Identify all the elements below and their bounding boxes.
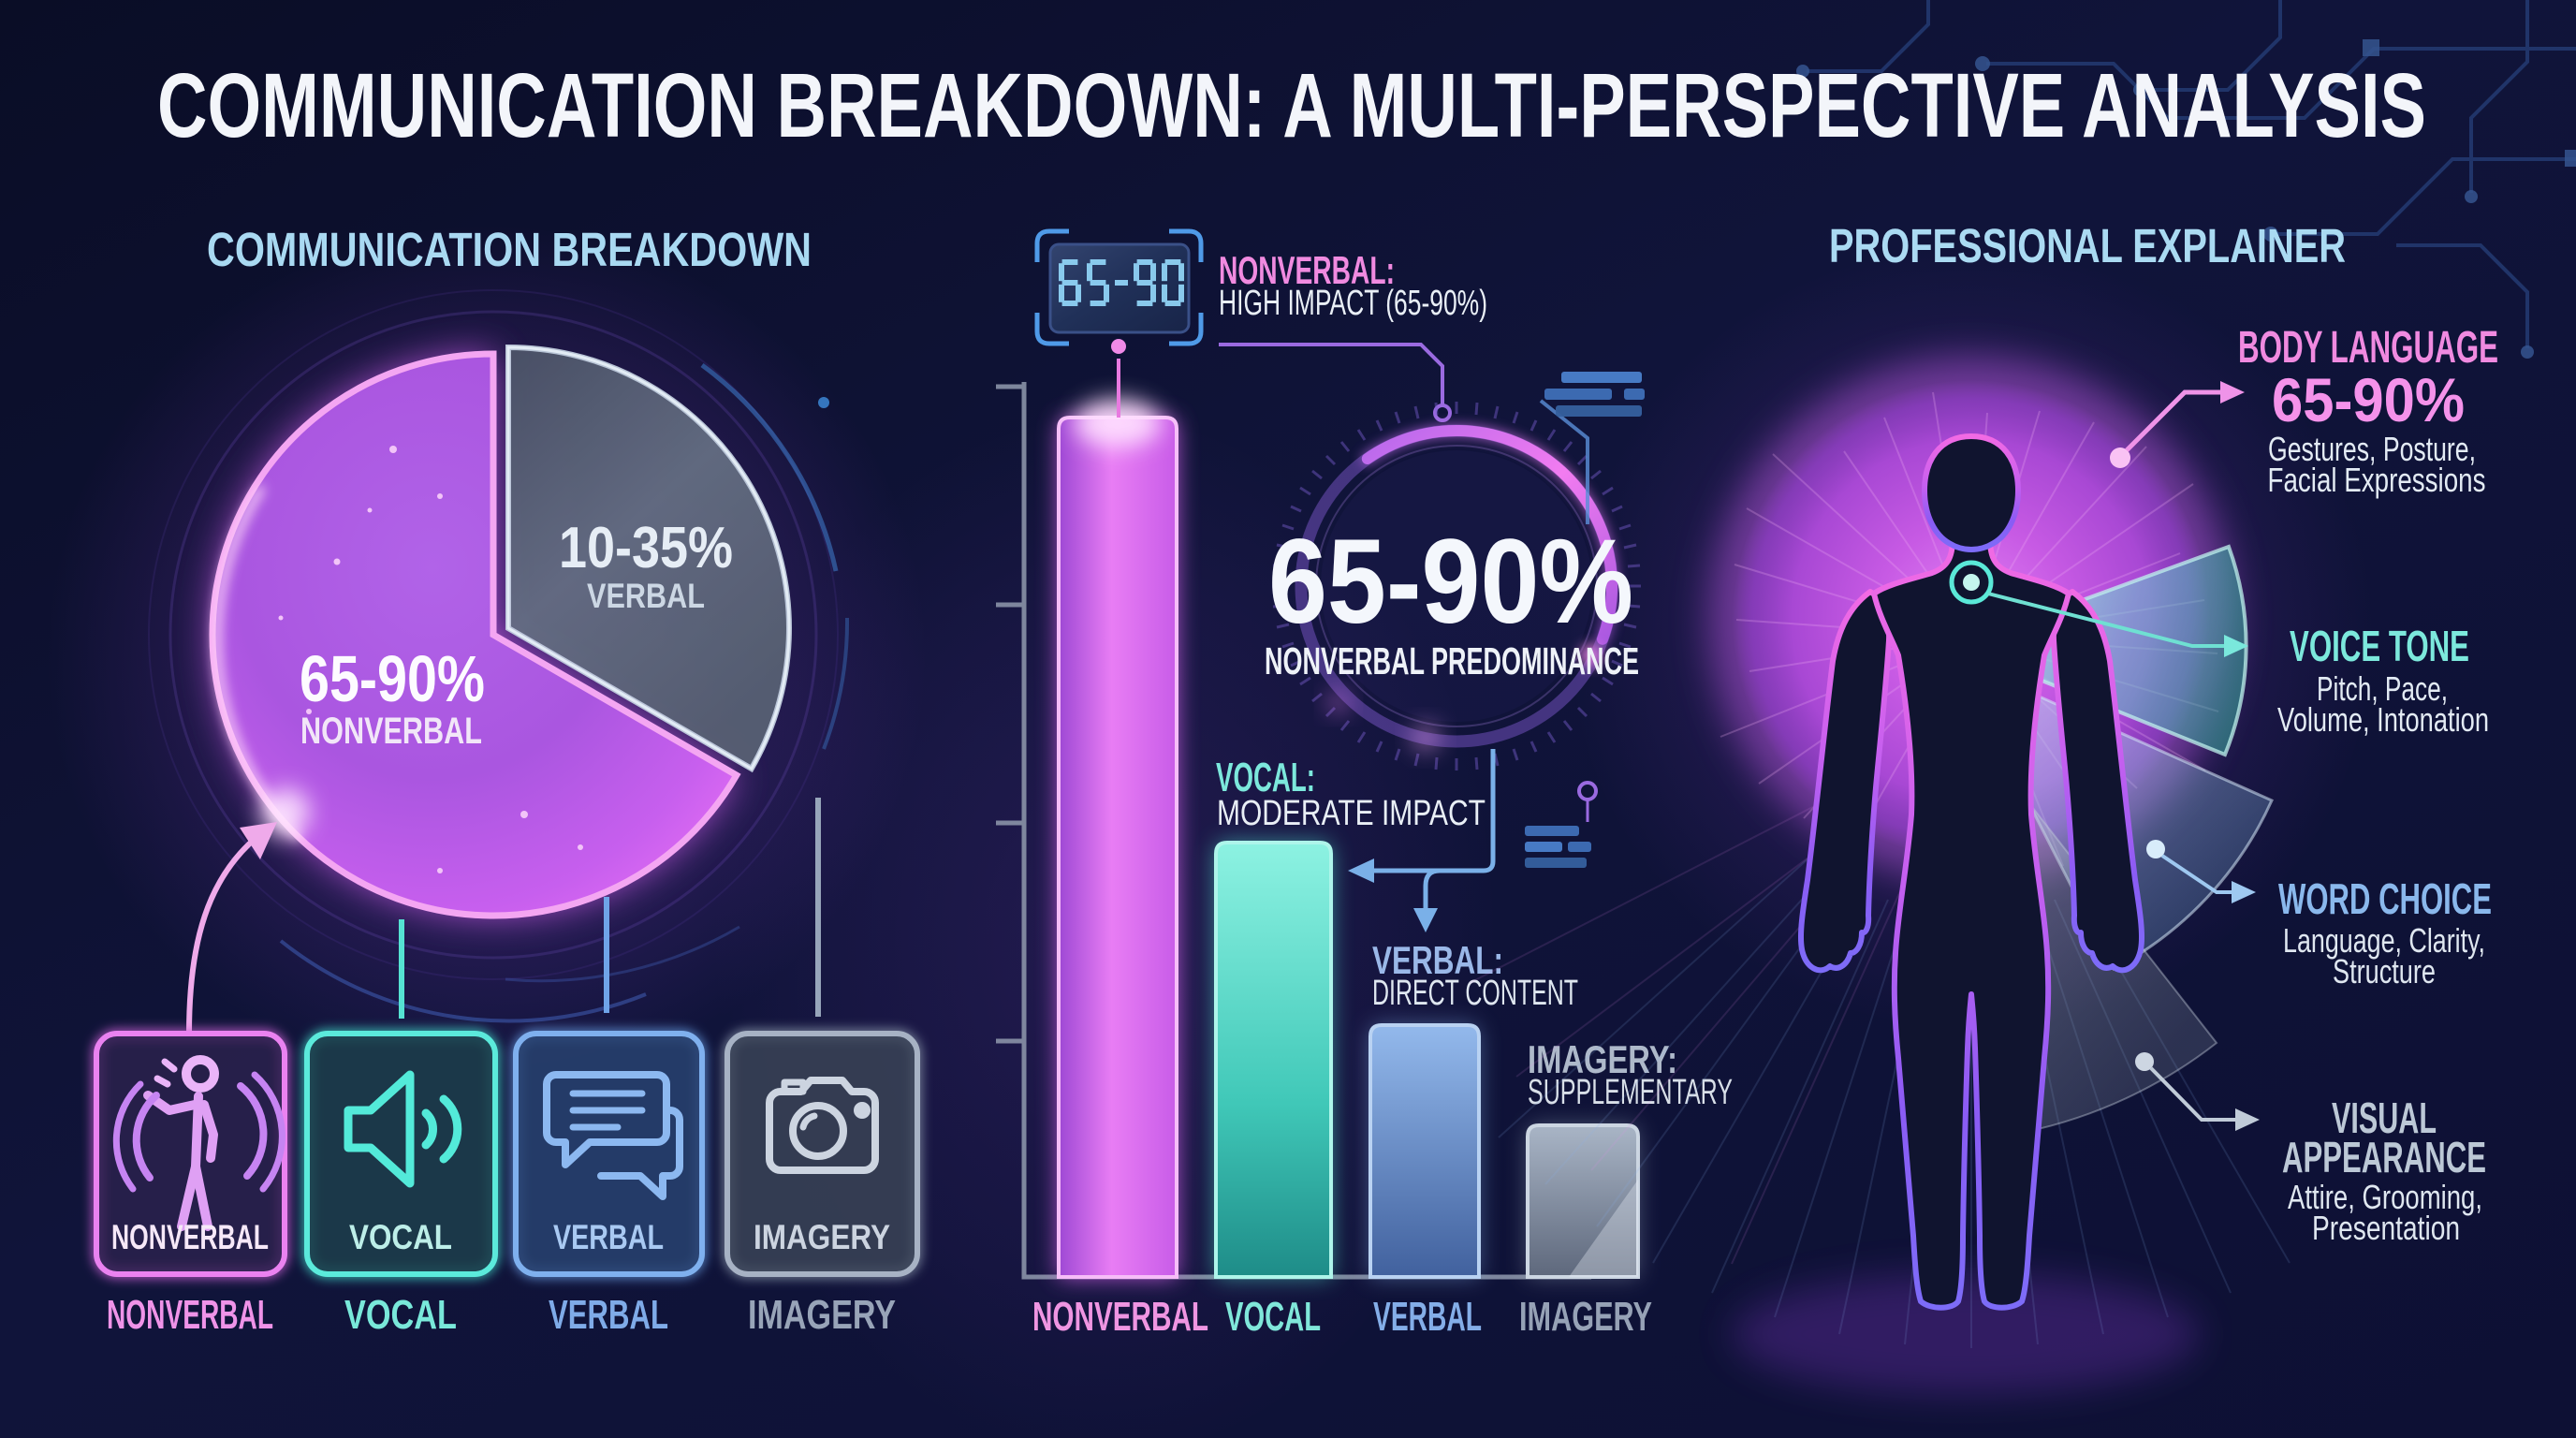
svg-text:MODERATE IMPACT: MODERATE IMPACT [1217, 794, 1486, 833]
svg-text:VOCAL: VOCAL [344, 1292, 457, 1338]
svg-text:VERBAL: VERBAL [549, 1292, 668, 1338]
svg-text:BODY LANGUAGE: BODY LANGUAGE [2238, 323, 2498, 373]
svg-text:VISUAL: VISUAL [2332, 1093, 2437, 1142]
svg-text:NONVERBAL: NONVERBAL [107, 1292, 273, 1338]
svg-text:Structure: Structure [2333, 952, 2436, 990]
svg-text:10-35%: 10-35% [559, 516, 733, 580]
svg-text:HIGH IMPACT (65-90%): HIGH IMPACT (65-90%) [1219, 284, 1487, 323]
svg-text:NONVERBAL: NONVERBAL [1032, 1294, 1208, 1340]
svg-text:NONVERBAL PREDOMINANCE: NONVERBAL PREDOMINANCE [1265, 639, 1639, 682]
svg-text:DIRECT CONTENT: DIRECT CONTENT [1372, 974, 1578, 1013]
svg-text:IMAGERY:: IMAGERY: [1528, 1037, 1677, 1081]
svg-text:IMAGERY: IMAGERY [754, 1218, 890, 1256]
svg-text:VOCAL: VOCAL [1225, 1294, 1321, 1340]
svg-text:PROFESSIONAL EXPLAINER: PROFESSIONAL EXPLAINER [1829, 219, 2346, 272]
svg-text:IMAGERY: IMAGERY [1519, 1294, 1652, 1340]
svg-text:IMAGERY: IMAGERY [748, 1292, 896, 1338]
svg-text:Facial Expressions: Facial Expressions [2268, 461, 2486, 499]
svg-text:VOCAL:: VOCAL: [1216, 755, 1315, 800]
svg-text:SUPPLEMENTARY: SUPPLEMENTARY [1528, 1073, 1733, 1112]
svg-text:Gestures, Posture,: Gestures, Posture, [2268, 430, 2476, 468]
svg-text:VERBAL:: VERBAL: [1372, 938, 1503, 982]
svg-text:65-90%: 65-90% [1268, 515, 1633, 649]
svg-text:NONVERBAL: NONVERBAL [300, 711, 482, 752]
svg-text:VOICE TONE: VOICE TONE [2290, 622, 2469, 670]
svg-text:COMMUNICATION BREAKDOWN: A MUL: COMMUNICATION BREAKDOWN: A MULTI-PERSPEC… [157, 54, 2426, 156]
svg-text:NONVERBAL: NONVERBAL [111, 1218, 269, 1256]
svg-text:Pitch, Pace,: Pitch, Pace, [2317, 669, 2448, 708]
svg-text:WORD CHOICE: WORD CHOICE [2278, 874, 2492, 923]
svg-text:Volume, Intonation: Volume, Intonation [2277, 700, 2489, 739]
svg-text:NONVERBAL:: NONVERBAL: [1219, 248, 1395, 292]
svg-text:VOCAL: VOCAL [349, 1218, 452, 1256]
svg-text:65-90%: 65-90% [2272, 365, 2465, 434]
svg-text:VERBAL: VERBAL [553, 1218, 664, 1256]
svg-text:APPEARANCE: APPEARANCE [2282, 1133, 2486, 1181]
svg-text:VERBAL: VERBAL [587, 577, 705, 615]
svg-text:65-90%: 65-90% [300, 642, 485, 715]
svg-text:VERBAL: VERBAL [1373, 1294, 1482, 1340]
svg-text:Presentation: Presentation [2312, 1209, 2460, 1247]
svg-text:Language, Clarity,: Language, Clarity, [2283, 921, 2485, 960]
svg-text:Attire, Grooming,: Attire, Grooming, [2288, 1178, 2482, 1216]
svg-text:COMMUNICATION BREAKDOWN: COMMUNICATION BREAKDOWN [207, 223, 812, 276]
